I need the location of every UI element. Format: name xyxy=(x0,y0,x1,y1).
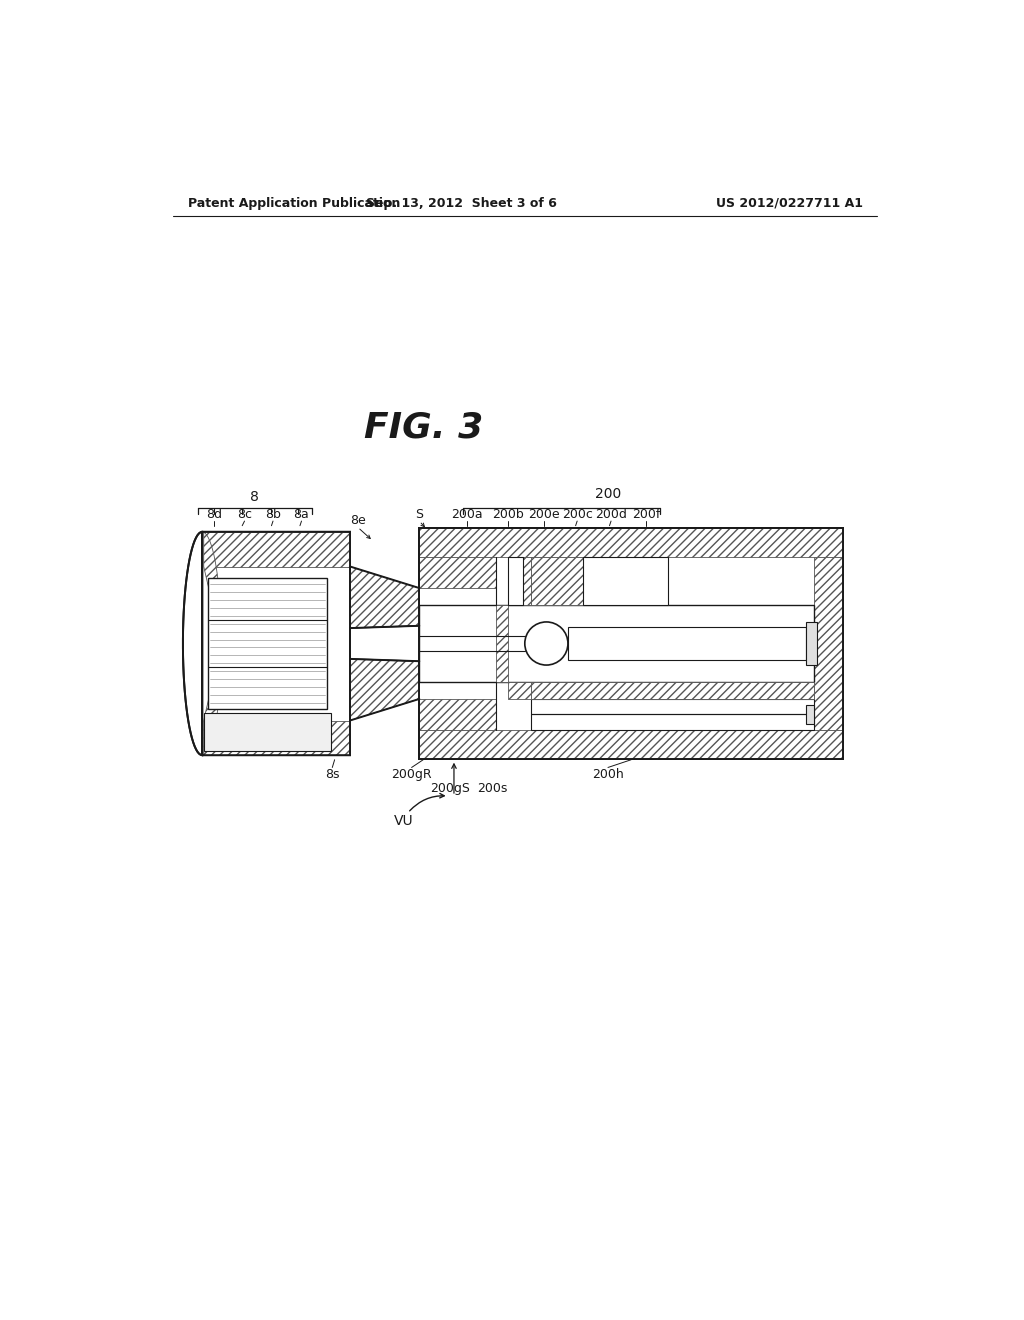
Text: 200c: 200c xyxy=(562,508,593,520)
Polygon shape xyxy=(806,622,817,665)
Polygon shape xyxy=(419,730,843,759)
Polygon shape xyxy=(419,528,843,759)
Text: 8: 8 xyxy=(250,490,259,504)
Text: 8a: 8a xyxy=(294,508,309,520)
Polygon shape xyxy=(202,644,221,755)
Text: 8b: 8b xyxy=(265,508,281,520)
Polygon shape xyxy=(204,713,331,751)
Polygon shape xyxy=(508,682,531,700)
Text: 200d: 200d xyxy=(595,508,627,520)
Polygon shape xyxy=(508,557,523,605)
Polygon shape xyxy=(584,557,668,605)
Polygon shape xyxy=(419,557,497,589)
Text: US 2012/0227711 A1: US 2012/0227711 A1 xyxy=(716,197,863,210)
Polygon shape xyxy=(208,578,327,709)
Text: 200a: 200a xyxy=(452,508,483,520)
Polygon shape xyxy=(531,682,813,700)
Polygon shape xyxy=(806,705,813,723)
Polygon shape xyxy=(523,557,531,605)
Text: FIG. 3: FIG. 3 xyxy=(364,411,482,445)
Text: 200gR: 200gR xyxy=(391,768,432,781)
Polygon shape xyxy=(531,557,584,605)
Text: Sep. 13, 2012  Sheet 3 of 6: Sep. 13, 2012 Sheet 3 of 6 xyxy=(367,197,557,210)
Text: 200: 200 xyxy=(595,487,622,502)
Text: 200s: 200s xyxy=(477,781,508,795)
Circle shape xyxy=(524,622,568,665)
Polygon shape xyxy=(204,721,350,755)
Polygon shape xyxy=(183,532,350,755)
Polygon shape xyxy=(813,557,843,730)
Text: 200gS: 200gS xyxy=(430,781,470,795)
Polygon shape xyxy=(531,557,668,605)
Text: 200e: 200e xyxy=(528,508,560,520)
Polygon shape xyxy=(350,626,419,661)
Text: 8s: 8s xyxy=(325,768,340,781)
Polygon shape xyxy=(204,532,350,566)
Polygon shape xyxy=(497,605,508,682)
Text: 8e: 8e xyxy=(350,513,366,527)
Text: Patent Application Publication: Patent Application Publication xyxy=(188,197,400,210)
Text: 200b: 200b xyxy=(492,508,523,520)
Polygon shape xyxy=(419,700,497,730)
Text: 200f: 200f xyxy=(632,508,660,520)
Polygon shape xyxy=(202,532,221,644)
Polygon shape xyxy=(350,659,419,721)
Text: 200h: 200h xyxy=(592,768,624,781)
Polygon shape xyxy=(531,700,813,730)
Polygon shape xyxy=(419,528,843,557)
Text: 8d: 8d xyxy=(206,508,222,520)
Text: 8c: 8c xyxy=(237,508,252,520)
Polygon shape xyxy=(350,566,419,628)
Polygon shape xyxy=(419,605,813,682)
Polygon shape xyxy=(568,627,806,660)
Text: VU: VU xyxy=(394,813,414,828)
Text: S: S xyxy=(416,508,423,520)
